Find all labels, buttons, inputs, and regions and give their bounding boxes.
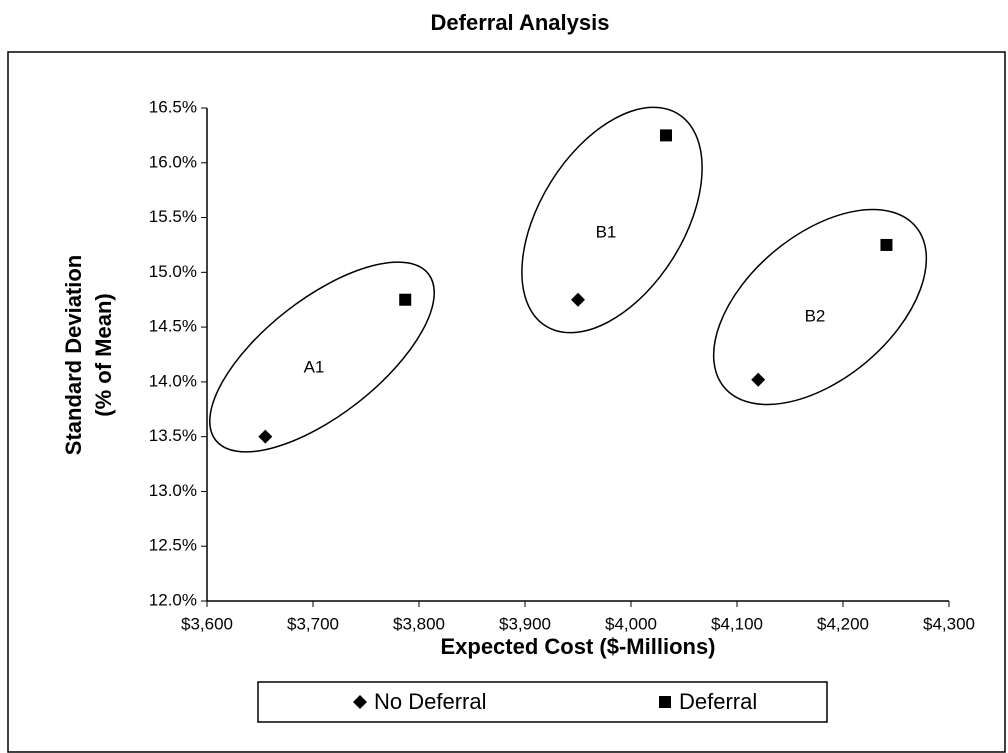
- chart-frame: [7, 51, 1006, 753]
- annotation: B2: [805, 306, 826, 325]
- x-axis-label: Expected Cost ($-Millions): [440, 634, 715, 659]
- x-tick-label: $3,900: [499, 614, 551, 633]
- y-axis-label: Standard Deviation (% of Mean): [61, 255, 116, 455]
- y-tick-label: 14.5%: [149, 317, 197, 336]
- y-axis-label-line: Standard Deviation: [61, 255, 86, 455]
- data-point: [258, 429, 273, 444]
- data-point: [751, 372, 766, 387]
- x-tick-label: $3,600: [181, 614, 233, 633]
- y-tick-label: 12.5%: [149, 536, 197, 555]
- legend-box: [257, 681, 828, 723]
- group-ellipse: [712, 208, 928, 406]
- legend-label: No Deferral: [374, 689, 486, 714]
- y-tick-label: 12.0%: [149, 590, 197, 609]
- y-tick-label: 13.0%: [149, 481, 197, 500]
- group-ellipse: [209, 261, 435, 453]
- legend-label: Deferral: [679, 689, 757, 714]
- data-point: [399, 293, 412, 306]
- x-tick-label: $4,100: [711, 614, 763, 633]
- data-point: [659, 129, 672, 142]
- x-tick-label: $4,000: [605, 614, 657, 633]
- data-point: [571, 292, 585, 307]
- x-tick-label: $4,300: [923, 614, 975, 633]
- chart-title: Deferral Analysis: [431, 10, 610, 35]
- group-ellipse: [521, 106, 703, 334]
- annotation: B1: [596, 222, 617, 241]
- annotation: A1: [304, 357, 325, 376]
- x-tick-label: $3,700: [287, 614, 339, 633]
- legend-marker: [353, 695, 367, 709]
- y-tick-label: 16.0%: [149, 152, 197, 171]
- x-tick-label: $3,800: [393, 614, 445, 633]
- y-tick-label: 15.0%: [149, 262, 197, 281]
- y-tick-label: 13.5%: [149, 426, 197, 445]
- legend-marker: [659, 696, 671, 708]
- data-point: [880, 238, 893, 251]
- y-tick-label: 14.0%: [149, 371, 197, 390]
- y-axis-label-line: (% of Mean): [91, 293, 116, 416]
- x-tick-label: $4,200: [817, 614, 869, 633]
- y-tick-label: 15.5%: [149, 207, 197, 226]
- y-tick-label: 16.5%: [149, 97, 197, 116]
